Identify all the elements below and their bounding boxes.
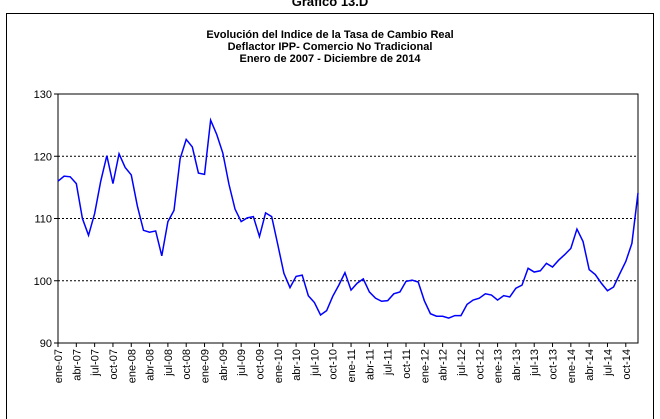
heading: Gráfico 13.D (292, 0, 369, 9)
chart-subtitle: Enero de 2007 - Diciembre de 2014 (240, 53, 422, 65)
x-tick-label: ene-11 (346, 349, 358, 382)
y-tick-label: 90 (40, 338, 52, 350)
x-tick-label: oct-08 (181, 349, 193, 380)
x-tick-label: jul-11 (383, 349, 395, 376)
x-tick-label: ene-10 (273, 349, 285, 383)
x-tick-label: jul-12 (456, 349, 468, 377)
x-tick-label: jul-13 (529, 349, 541, 377)
x-tick-label: abr-10 (291, 349, 303, 381)
x-tick-label: oct-14 (621, 349, 633, 380)
x-tick-label: oct-11 (401, 349, 413, 379)
y-tick-label: 130 (34, 89, 52, 101)
x-tick-label: abr-09 (218, 349, 230, 381)
x-tick-label: jul-08 (163, 349, 175, 377)
x-tick-label: abr-13 (511, 349, 523, 381)
chart-frame (6, 13, 654, 419)
x-tick-label: oct-07 (108, 349, 120, 380)
x-tick-label: oct-09 (254, 349, 266, 380)
x-tick-label: oct-10 (328, 349, 340, 380)
x-tick-label: jul-14 (602, 349, 614, 377)
x-tick-label: jul-10 (309, 349, 321, 377)
chart-subtitle: Deflactor IPP- Comercio No Tradicional (228, 41, 433, 53)
x-tick-label: oct-12 (474, 349, 486, 380)
x-tick-label: jul-09 (236, 349, 248, 377)
x-tick-label: ene-14 (566, 349, 578, 383)
x-tick-label: oct-13 (548, 349, 560, 380)
x-tick-label: jul-07 (90, 349, 102, 377)
x-tick-label: abr-14 (584, 349, 596, 381)
x-tick-label: ene-09 (200, 349, 212, 383)
y-tick-label: 120 (34, 151, 52, 163)
y-tick-label: 110 (34, 214, 52, 226)
data-line (57, 117, 639, 319)
x-tick-label: ene-12 (419, 349, 431, 383)
x-tick-label: abr-07 (71, 349, 83, 381)
chart-title: Evolución del Indice de la Tasa de Cambi… (206, 29, 453, 41)
x-tick-label: ene-07 (53, 349, 65, 383)
x-tick-label: abr-11 (364, 349, 376, 380)
x-tick-label: abr-12 (438, 349, 450, 381)
x-tick-label: ene-08 (126, 349, 138, 383)
y-tick-label: 100 (34, 276, 52, 288)
x-tick-label: abr-08 (145, 349, 157, 381)
x-tick-label: ene-13 (493, 349, 505, 383)
